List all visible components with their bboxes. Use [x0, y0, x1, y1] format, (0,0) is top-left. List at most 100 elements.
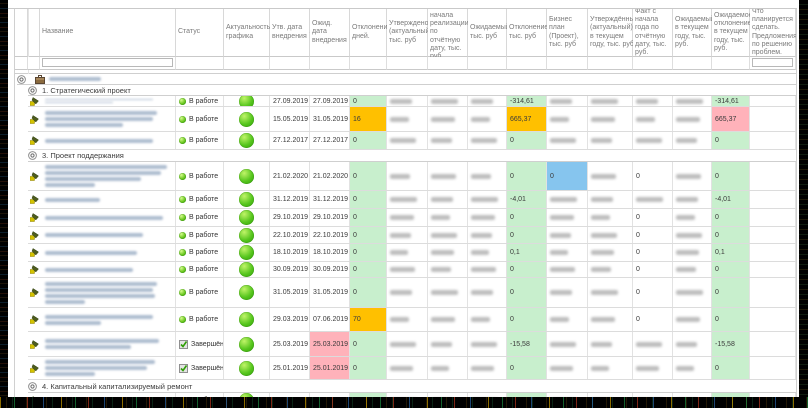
collapse-toggle-icon[interactable] [17, 74, 26, 84]
filter-cell-deviation_days[interactable] [350, 57, 387, 70]
table-row[interactable]: Завершён 25.03.2019 25.03.2019 0 -15,58 -15,5… [28, 332, 796, 357]
column-header-approved_year[interactable]: Утверждённый (актуальный) в текущем году… [588, 9, 638, 57]
filter-cell-deviation_total[interactable] [507, 57, 547, 70]
column-header-business_plan[interactable]: Бизнес план (Проект), тыс. руб [547, 9, 588, 57]
group-row[interactable]: 4. Капитальный капитализируемый ремонт [28, 380, 796, 393]
table-row[interactable]: В работе 30.09.2019 30.09.2019 0 0 0 0 [28, 262, 796, 278]
column-header-status[interactable]: Статус [176, 9, 224, 57]
group-row[interactable]: 1. Стратегический проект [28, 85, 796, 96]
money-cell-expected_year [673, 278, 712, 307]
status-completed-icon [179, 363, 188, 373]
redacted-text [431, 341, 452, 347]
expected-date-cell: 25.03.2019 [310, 332, 350, 356]
filter-cell-business_plan[interactable] [547, 57, 588, 70]
cell-value: 0 [636, 289, 640, 296]
money-cell-fact_year: 0 [633, 227, 673, 243]
status-cell: В работе [176, 96, 224, 106]
filter-cell-actuality[interactable] [224, 57, 270, 70]
table-row[interactable]: В работе 27.09.2019 27.09.2019 0 -314,61 -314… [28, 96, 796, 107]
column-header-expected_date[interactable]: Ожид. дата внедрения [310, 9, 350, 57]
plans-cell [750, 107, 796, 131]
table-row[interactable]: В работе 31.12.2019 31.12.2019 0 -4,01 -4,01 [28, 191, 796, 209]
money-cell-fact_year: 0 [633, 162, 673, 190]
project-name-cell [40, 393, 176, 398]
collapse-toggle-icon[interactable] [28, 381, 37, 391]
filter-cell-status[interactable] [176, 57, 224, 70]
redacted-text [390, 290, 412, 295]
filter-input[interactable] [42, 58, 173, 67]
money-cell-deviation_total: 0 [507, 262, 547, 277]
redaction-strip-bottom [0, 397, 808, 408]
money-cell-fact_year: 0 [633, 244, 673, 261]
redacted-text [45, 287, 153, 292]
cell-value: 665,37 [510, 115, 532, 123]
table-row[interactable]: Завершён 25.01.2019 25.01.2019 0 0 0 [28, 357, 796, 380]
money-cell-expected_total [468, 227, 507, 243]
cell-value: 0 [715, 289, 719, 296]
money-cell-fact_since_start [428, 244, 468, 261]
redacted-text [676, 290, 703, 295]
table-row[interactable]: В работе 31.05.2019 31.05.2019 0 0 0 0 [28, 278, 796, 308]
column-header-deviation_days[interactable]: Отклонение, дней. [350, 9, 393, 57]
money-cell-expected_deviation_year: -314,61 [712, 96, 750, 106]
column-header-expected_year[interactable]: Ожидаемый в текущем году, тыс. руб. [673, 9, 715, 57]
redacted-text [431, 173, 456, 179]
collapse-toggle-icon[interactable] [28, 85, 37, 95]
money-cell-approved_total [387, 332, 428, 356]
money-cell-fact_since_start [428, 393, 468, 398]
money-cell-fact_since_start [428, 332, 468, 356]
project-icon [29, 288, 39, 297]
money-cell-fact_since_start [428, 308, 468, 331]
column-header-expected_total[interactable]: Ожидаемый, тыс. руб [468, 9, 512, 57]
table-row[interactable]: В работе 21.02.2020 21.02.2020 0 0 0 0 0 [28, 162, 796, 191]
filter-cell-approved_year[interactable] [588, 57, 633, 70]
table-row[interactable]: В работе 27.12.2017 27.12.2017 0 0 0 [28, 132, 796, 150]
filter-cell-expected_date[interactable] [310, 57, 350, 70]
column-header-approved_date[interactable]: Утв. дата внедрения▲ [270, 9, 314, 57]
column-header-label: Ожидаемое отклонение в текущем году, тыс… [714, 11, 753, 52]
filter-cell-expected_year[interactable] [673, 57, 712, 70]
filter-cell-approved_date[interactable] [270, 57, 310, 70]
status-in-progress-icon [179, 289, 186, 296]
filter-input[interactable] [752, 58, 793, 67]
table-row[interactable]: В работе 22.10.2019 22.10.2019 0 0 0 0 [28, 227, 796, 244]
column-header-name[interactable]: Название [40, 9, 176, 57]
filter-cell-fact_year[interactable] [633, 57, 673, 70]
filter-cell-approved_total[interactable] [387, 57, 428, 70]
column-header-plans[interactable]: Что планируется сделать. Предложения по … [750, 9, 796, 57]
filter-cell-fact_since_start[interactable] [428, 57, 468, 70]
filter-cell-expected_total[interactable] [468, 57, 507, 70]
project-name-cell [40, 209, 176, 226]
tree-root-row[interactable] [17, 74, 796, 85]
filter-cell-plans[interactable] [750, 57, 796, 70]
filter-cell-expected_deviation_year[interactable] [712, 57, 750, 70]
expected-date-cell: 25.01.2019 [310, 357, 350, 379]
cell-value: 0 [715, 266, 719, 273]
table-row[interactable]: В работе 18.10.2019 18.10.2019 0 0,1 0 0,1 [28, 244, 796, 262]
filter-cell-name[interactable] [40, 57, 176, 70]
cell-value: 0 [353, 340, 357, 348]
project-name-cell [40, 332, 176, 356]
redacted-text [45, 117, 153, 121]
column-header-actuality[interactable]: Актуальность графика [224, 9, 270, 57]
group-row[interactable]: 3. Проект поддержания [28, 150, 796, 162]
redacted-text [471, 365, 494, 371]
cell-value: 27.09.2019 [313, 97, 349, 105]
expected-date-cell [310, 393, 350, 398]
collapse-toggle-icon[interactable] [28, 151, 37, 160]
money-cell-expected_total [468, 357, 507, 379]
status-cell: В работе [176, 308, 224, 331]
table-row[interactable]: В работе 29.03.2019 07.06.2019 70 0 0 0 [28, 308, 796, 332]
money-cell-approved_total [387, 278, 428, 307]
tree-icon-cell [28, 162, 40, 190]
deviation-days-cell: 0 [350, 162, 387, 190]
column-header-expected_deviation_year[interactable]: Ожидаемое отклонение в текущем году, тыс… [712, 9, 753, 57]
redacted-text [390, 116, 409, 122]
table-row[interactable]: В работе 15.05.2019 31.05.2019 16 665,37 665,… [28, 107, 796, 132]
column-header-fact_year[interactable]: Факт с начала года по отчётную дату, тыс… [633, 9, 673, 57]
money-cell-expected_deviation_year: 0,1 [712, 244, 750, 261]
table-row[interactable]: В работе 29.10.2019 29.10.2019 0 0 0 0 [28, 209, 796, 227]
column-header-deviation_total[interactable]: Отклонение, тыс. руб [507, 9, 550, 57]
column-header-approved_total[interactable]: Утверждено (актуальный), тыс. руб [387, 9, 434, 57]
column-header-fact_since_start[interactable]: Факт с начала реализации по отчётную дат… [428, 9, 469, 60]
